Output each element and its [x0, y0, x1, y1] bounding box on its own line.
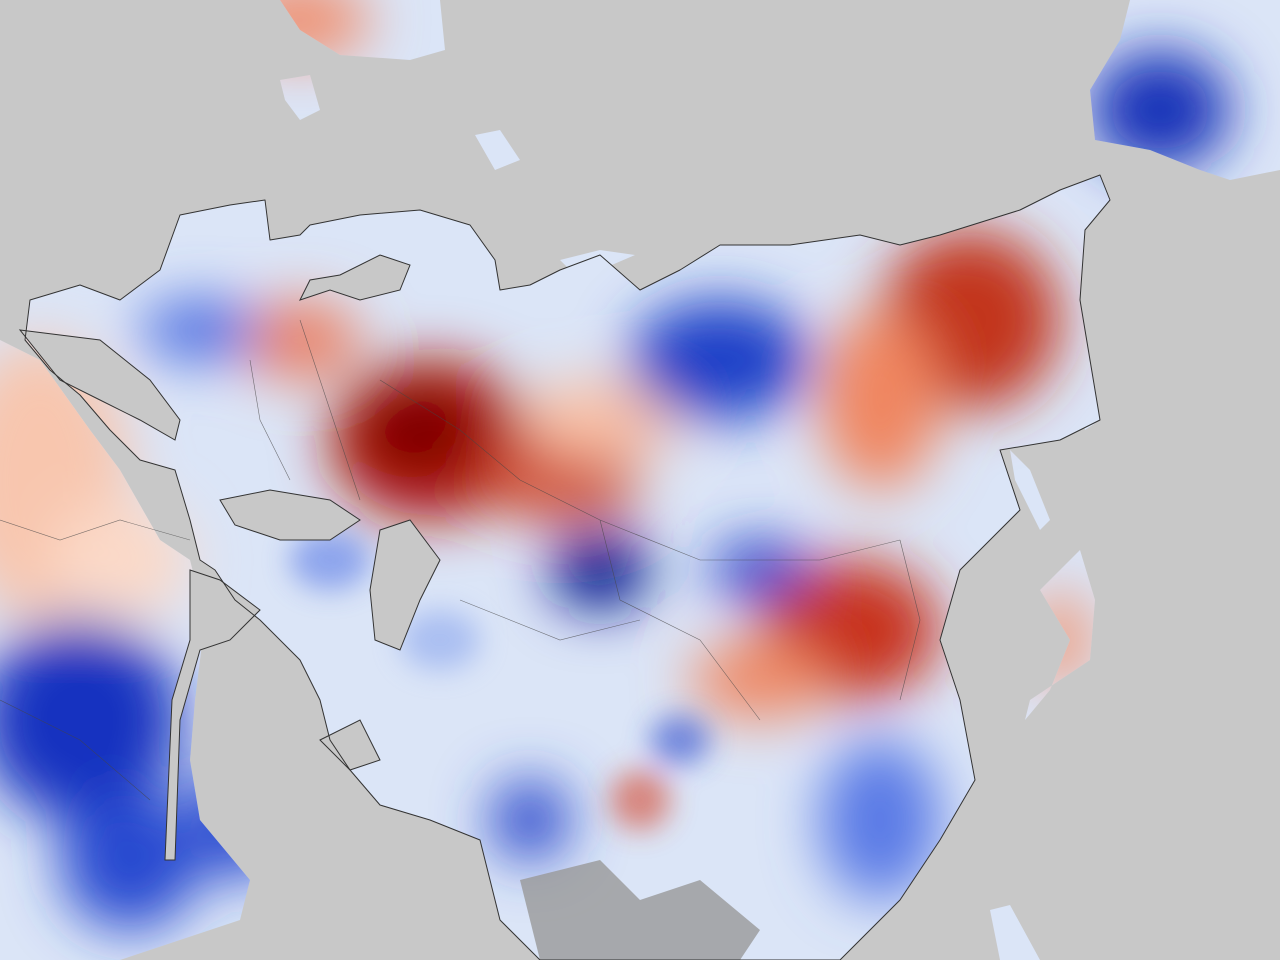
seas	[18, 254, 441, 861]
coastlines	[0, 174, 1111, 960]
